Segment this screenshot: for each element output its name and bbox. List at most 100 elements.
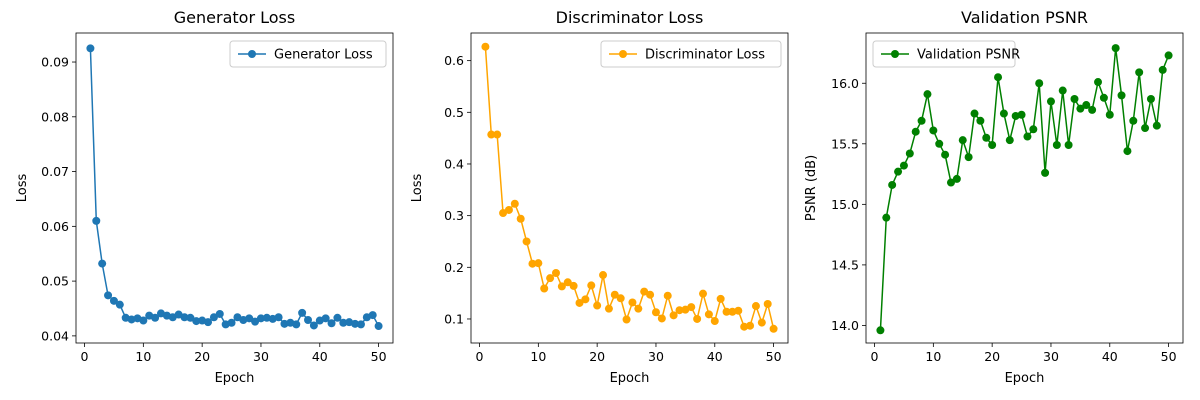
x-tick-label: 40	[1102, 349, 1118, 364]
chart-title: Validation PSNR	[961, 8, 1088, 27]
data-point	[1064, 141, 1073, 150]
data-point	[651, 308, 660, 317]
data-point	[581, 295, 590, 304]
legend-box	[600, 40, 782, 68]
data-point	[522, 237, 531, 246]
data-point	[557, 282, 566, 291]
data-point	[516, 214, 525, 223]
data-point	[941, 150, 950, 159]
data-point	[92, 216, 101, 225]
x-tick-label: 10	[925, 349, 941, 364]
data-point	[657, 314, 666, 323]
y-tick-label: 0.06	[41, 219, 69, 234]
data-point	[935, 139, 944, 148]
data-point	[563, 278, 572, 287]
data-point	[1070, 94, 1079, 103]
data-point	[894, 167, 903, 176]
x-tick-label: 50	[766, 349, 782, 364]
data-point	[1158, 65, 1167, 74]
series-line	[89, 48, 380, 327]
legend-label: Validation PSNR	[917, 48, 1020, 63]
data-point	[192, 317, 201, 326]
axes-frame	[470, 32, 789, 344]
data-point	[622, 315, 631, 324]
data-point	[534, 259, 543, 268]
y-tick-label: 0.08	[41, 109, 69, 124]
data-point	[634, 304, 643, 313]
data-point	[710, 317, 719, 326]
x-tick-label: 0	[476, 349, 484, 364]
data-point	[356, 320, 365, 329]
data-point	[587, 281, 596, 290]
data-point	[1046, 97, 1055, 106]
data-point	[227, 318, 236, 327]
data-point	[304, 315, 313, 324]
x-tick-label: 30	[648, 349, 664, 364]
data-point	[1111, 44, 1120, 53]
data-point	[1105, 110, 1114, 119]
data-point	[946, 178, 955, 187]
data-point	[1123, 147, 1132, 156]
data-point	[256, 314, 265, 323]
data-point	[298, 308, 307, 317]
data-point	[115, 300, 124, 309]
data-point	[1029, 125, 1038, 134]
x-tick-label: 20	[589, 349, 605, 364]
data-point	[339, 318, 348, 327]
legend: Discriminator Loss	[600, 40, 782, 68]
x-tick-label: 0	[871, 349, 879, 364]
data-point	[510, 199, 519, 208]
data-point	[1076, 104, 1085, 113]
data-point	[327, 319, 336, 328]
data-point	[923, 90, 932, 99]
data-point	[604, 304, 613, 313]
x-tick-label: 50	[1161, 349, 1177, 364]
x-tick-label: 10	[530, 349, 546, 364]
data-point	[757, 318, 766, 327]
y-tick-label: 15.5	[831, 136, 859, 151]
data-point	[569, 281, 578, 290]
data-point	[876, 326, 885, 335]
y-tick-label: 0.5	[444, 105, 464, 120]
x-tick-label: 40	[707, 349, 723, 364]
data-point	[675, 306, 684, 315]
data-point	[368, 311, 377, 320]
data-point	[716, 294, 725, 303]
data-point	[669, 311, 678, 320]
data-point	[374, 322, 383, 331]
data-point	[976, 116, 985, 125]
data-point	[1058, 86, 1067, 95]
data-point	[994, 73, 1003, 82]
data-point	[628, 298, 637, 307]
y-tick-label: 0.2	[444, 260, 464, 275]
data-point	[309, 321, 318, 330]
data-point	[481, 42, 490, 51]
data-point	[769, 324, 778, 333]
legend-marker	[891, 50, 899, 58]
data-point	[888, 180, 897, 189]
data-point	[139, 316, 148, 325]
y-tick-label: 16.0	[831, 76, 859, 91]
data-point	[333, 313, 342, 322]
y-axis-label: Loss	[410, 174, 425, 203]
legend-marker	[248, 50, 256, 58]
x-axis-label: Epoch	[215, 371, 255, 386]
legend: Generator Loss	[229, 40, 387, 68]
y-tick-label: 0.6	[444, 53, 464, 68]
data-point	[528, 259, 537, 268]
data-point	[988, 141, 997, 150]
data-point	[499, 209, 508, 218]
y-axis-label: Loss	[15, 174, 30, 203]
data-point	[693, 314, 702, 323]
x-tick-label: 20	[194, 349, 210, 364]
x-tick-label: 50	[371, 349, 387, 364]
x-tick-label: 10	[135, 349, 151, 364]
data-point	[1041, 168, 1050, 177]
x-tick-label: 20	[984, 349, 1000, 364]
data-point	[1146, 94, 1155, 103]
x-tick-label: 30	[253, 349, 269, 364]
data-point	[493, 130, 502, 139]
axes-frame	[75, 32, 394, 344]
legend: Validation PSNR	[872, 40, 1020, 68]
